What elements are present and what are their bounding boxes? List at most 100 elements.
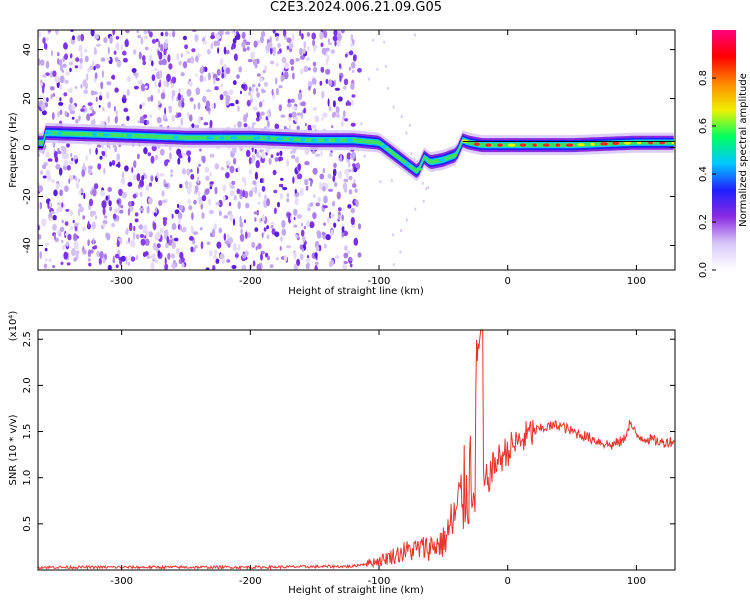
noise-dot bbox=[41, 218, 47, 227]
noise-dot bbox=[105, 232, 109, 239]
noise-dot bbox=[139, 234, 145, 238]
noise-dot bbox=[181, 152, 186, 157]
noise-dot bbox=[46, 97, 49, 102]
noise-dot bbox=[357, 252, 362, 258]
x-tick-label: 100 bbox=[627, 276, 646, 287]
noise-dot bbox=[100, 81, 104, 90]
colorbar-label: Normalized spectral amplitude bbox=[738, 73, 749, 227]
noise-dot bbox=[41, 110, 47, 116]
noise-dot bbox=[59, 226, 65, 232]
noise-dot bbox=[202, 95, 207, 103]
noise-dot bbox=[351, 69, 355, 74]
noise-dot bbox=[199, 74, 204, 83]
noise-dot bbox=[399, 250, 402, 254]
noise-dot bbox=[60, 261, 64, 265]
noise-dot bbox=[249, 169, 253, 175]
noise-dot bbox=[61, 219, 65, 224]
noise-dot bbox=[273, 189, 278, 194]
noise-dot bbox=[142, 60, 146, 66]
noise-dot bbox=[127, 181, 133, 187]
noise-dot bbox=[281, 228, 286, 236]
noise-dot bbox=[241, 84, 246, 89]
noise-dot bbox=[228, 239, 233, 243]
noise-dot bbox=[289, 58, 295, 65]
noise-dot bbox=[274, 231, 280, 237]
noise-dot bbox=[188, 198, 191, 205]
noise-dot bbox=[107, 101, 112, 109]
noise-dot bbox=[118, 188, 123, 197]
noise-dot bbox=[225, 49, 230, 55]
noise-dot bbox=[148, 54, 153, 63]
noise-dot bbox=[329, 211, 332, 219]
noise-dot bbox=[323, 195, 328, 204]
noise-dot bbox=[54, 75, 60, 83]
noise-dot bbox=[177, 212, 183, 220]
noise-dot bbox=[256, 92, 260, 98]
noise-dot bbox=[89, 147, 92, 155]
noise-dot bbox=[251, 241, 256, 248]
noise-dot bbox=[50, 94, 53, 99]
noise-dot bbox=[262, 99, 265, 104]
noise-dot bbox=[233, 195, 237, 201]
noise-dot bbox=[87, 220, 90, 229]
noise-dot bbox=[341, 226, 345, 233]
noise-dot bbox=[256, 73, 261, 77]
ridge-peak bbox=[590, 142, 595, 146]
noise-dot bbox=[197, 176, 200, 183]
noise-dot bbox=[78, 115, 81, 121]
noise-dot bbox=[297, 163, 301, 171]
noise-dot bbox=[350, 42, 354, 48]
noise-dot bbox=[48, 30, 52, 33]
noise-dot bbox=[392, 233, 394, 237]
noise-dot bbox=[328, 79, 333, 87]
noise-dot bbox=[98, 257, 102, 265]
noise-dot bbox=[107, 115, 110, 124]
noise-dot bbox=[145, 184, 150, 192]
ridge-peak bbox=[289, 137, 294, 141]
noise-dot bbox=[64, 185, 69, 192]
noise-dot bbox=[265, 148, 270, 153]
noise-dot bbox=[38, 202, 41, 210]
noise-dot bbox=[322, 112, 328, 118]
noise-dot bbox=[199, 227, 203, 231]
y-tick-label: 2.5 bbox=[22, 331, 33, 347]
noise-dot bbox=[303, 225, 307, 230]
noise-dot bbox=[182, 61, 188, 69]
noise-dot bbox=[64, 79, 69, 84]
noise-dot bbox=[140, 238, 146, 246]
noise-dot bbox=[212, 265, 216, 270]
noise-dot bbox=[277, 201, 280, 208]
noise-dot bbox=[273, 207, 277, 215]
ridge-peak bbox=[102, 133, 110, 137]
noise-dot bbox=[333, 79, 336, 87]
noise-dot bbox=[127, 208, 131, 216]
noise-dot bbox=[84, 55, 89, 62]
noise-dot bbox=[351, 151, 356, 160]
noise-dot bbox=[102, 107, 105, 112]
noise-dot bbox=[347, 204, 352, 209]
noise-dot bbox=[327, 98, 330, 107]
noise-dot bbox=[177, 92, 181, 101]
noise-dot bbox=[332, 175, 336, 183]
noise-dot bbox=[300, 55, 305, 60]
noise-dot bbox=[65, 208, 70, 212]
noise-dot bbox=[206, 241, 211, 245]
noise-dot bbox=[246, 46, 250, 51]
noise-dot bbox=[54, 150, 58, 159]
ridge-peak bbox=[415, 167, 423, 171]
noise-dot bbox=[306, 257, 310, 263]
noise-dot bbox=[279, 246, 282, 251]
noise-dot bbox=[190, 246, 194, 253]
noise-dot bbox=[43, 263, 48, 269]
noise-dot bbox=[285, 159, 290, 167]
noise-dot bbox=[327, 173, 332, 179]
noise-dot bbox=[209, 172, 212, 177]
page-title: C2E3.2024.006.21.09.G05 bbox=[269, 0, 443, 15]
noise-dot bbox=[143, 172, 146, 177]
noise-dot bbox=[204, 76, 207, 82]
noise-dot bbox=[84, 48, 88, 53]
noise-dot bbox=[147, 96, 151, 102]
noise-dot bbox=[277, 42, 281, 48]
noise-dot bbox=[312, 107, 317, 111]
noise-dot bbox=[112, 30, 116, 36]
